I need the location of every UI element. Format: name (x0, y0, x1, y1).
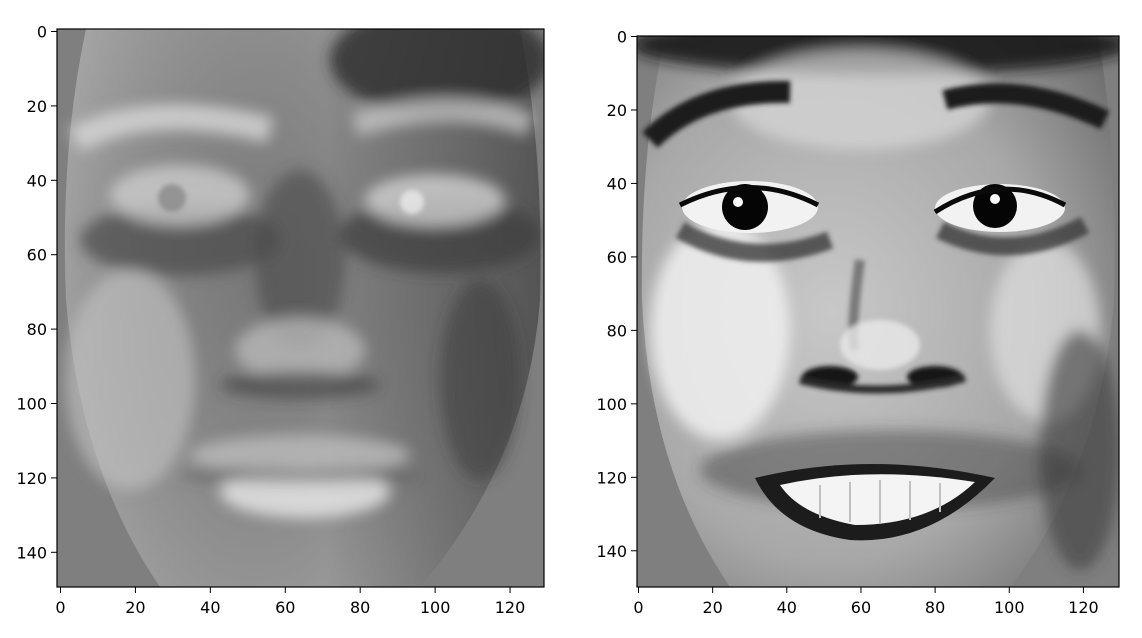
x-tick-label: 40 (777, 598, 797, 617)
x-tick-label: 60 (275, 598, 295, 617)
y-tick-label: 120 (16, 469, 47, 488)
y-tick-label: 20 (607, 101, 627, 120)
right-axes-frame (636, 35, 1120, 588)
x-tick-label: 0 (55, 598, 65, 617)
x-tick-label: 40 (200, 598, 220, 617)
x-tick-label: 80 (925, 598, 945, 617)
right-eye-left (678, 181, 820, 233)
x-tick-label: 0 (633, 598, 643, 617)
y-tick-label: 0 (37, 23, 47, 42)
x-tick-label: 100 (420, 598, 451, 617)
y-tick-label: 60 (27, 246, 47, 265)
left-y-axis: 0 20 40 60 80 100 120 140 (16, 23, 57, 562)
y-tick-label: 140 (596, 542, 627, 561)
right-x-axis: 0 20 40 60 80 100 120 (633, 587, 1099, 617)
right-y-axis: 0 20 40 60 80 100 120 140 (596, 28, 637, 561)
x-tick-label: 20 (702, 598, 722, 617)
x-tick-label: 60 (851, 598, 871, 617)
y-tick-label: 20 (27, 97, 47, 116)
left-panel: 0 20 40 60 80 100 120 0 20 40 60 80 100 120 140 (16, 23, 545, 617)
y-tick-label: 80 (607, 321, 627, 340)
y-tick-label: 60 (607, 248, 627, 267)
y-tick-label: 100 (596, 395, 627, 414)
y-tick-label: 100 (16, 395, 47, 414)
x-tick-label: 100 (994, 598, 1025, 617)
y-tick-label: 120 (596, 468, 627, 487)
y-tick-label: 0 (617, 28, 627, 47)
y-tick-label: 40 (607, 174, 627, 193)
y-tick-label: 80 (27, 320, 47, 339)
left-axes-frame (56, 28, 545, 588)
x-tick-label: 20 (125, 598, 145, 617)
left-face-image (64, 29, 544, 587)
right-panel: 0 20 40 60 80 100 120 0 20 40 60 80 100 120 140 (596, 28, 1120, 617)
x-tick-label: 120 (495, 598, 526, 617)
right-face-image (637, 36, 1119, 587)
x-tick-label: 120 (1068, 598, 1099, 617)
right-mouth (755, 464, 995, 541)
x-tick-label: 80 (350, 598, 370, 617)
right-eye-right (933, 184, 1067, 232)
left-x-axis: 0 20 40 60 80 100 120 (55, 587, 525, 617)
y-tick-label: 140 (16, 543, 47, 562)
y-tick-label: 40 (27, 171, 47, 190)
